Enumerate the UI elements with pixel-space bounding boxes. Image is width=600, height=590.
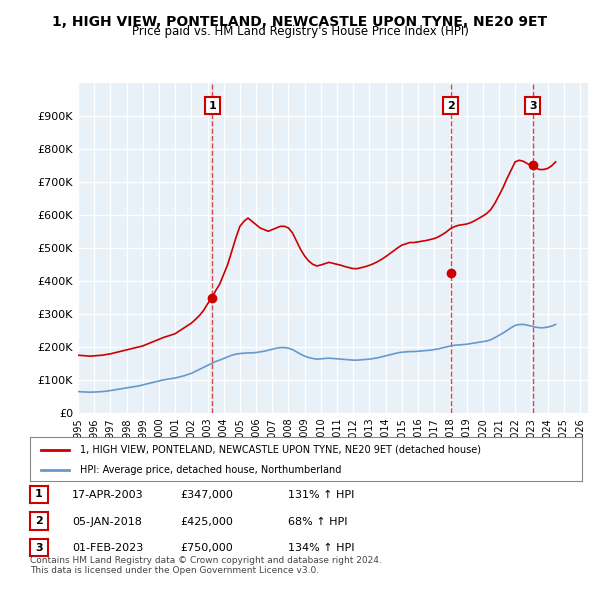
Text: HPI: Average price, detached house, Northumberland: HPI: Average price, detached house, Nort… [80,465,341,475]
Text: 2: 2 [447,101,455,111]
Text: 1: 1 [35,490,43,499]
Text: 131% ↑ HPI: 131% ↑ HPI [288,490,355,500]
Text: 3: 3 [529,101,536,111]
Text: 1, HIGH VIEW, PONTELAND, NEWCASTLE UPON TYNE, NE20 9ET (detached house): 1, HIGH VIEW, PONTELAND, NEWCASTLE UPON … [80,445,481,455]
Text: Contains HM Land Registry data © Crown copyright and database right 2024.
This d: Contains HM Land Registry data © Crown c… [30,556,382,575]
Text: 134% ↑ HPI: 134% ↑ HPI [288,543,355,553]
Text: £347,000: £347,000 [180,490,233,500]
Text: 01-FEB-2023: 01-FEB-2023 [72,543,143,553]
Text: 1, HIGH VIEW, PONTELAND, NEWCASTLE UPON TYNE, NE20 9ET: 1, HIGH VIEW, PONTELAND, NEWCASTLE UPON … [52,15,548,29]
Text: 17-APR-2003: 17-APR-2003 [72,490,143,500]
Text: £425,000: £425,000 [180,517,233,526]
Text: £750,000: £750,000 [180,543,233,553]
Text: 2: 2 [35,516,43,526]
Text: Price paid vs. HM Land Registry's House Price Index (HPI): Price paid vs. HM Land Registry's House … [131,25,469,38]
Text: 1: 1 [209,101,216,111]
Text: 3: 3 [35,543,43,552]
Text: 05-JAN-2018: 05-JAN-2018 [72,517,142,526]
Text: 68% ↑ HPI: 68% ↑ HPI [288,517,347,526]
